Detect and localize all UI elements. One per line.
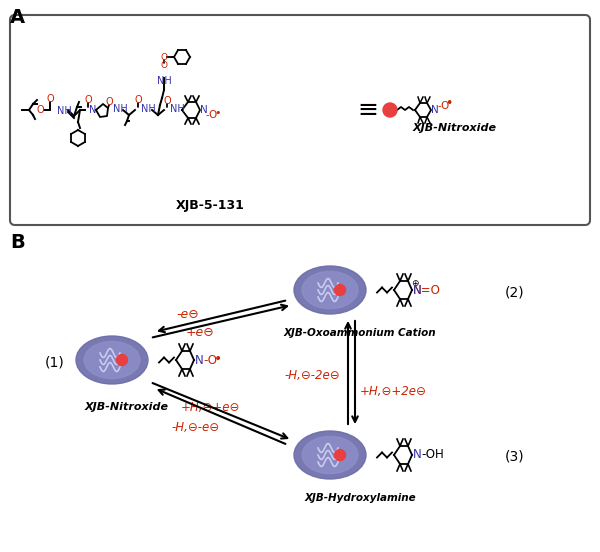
Circle shape — [335, 449, 346, 460]
Text: -e⊖: -e⊖ — [176, 307, 199, 321]
Ellipse shape — [76, 336, 148, 384]
Text: O: O — [84, 95, 92, 105]
Ellipse shape — [302, 272, 358, 309]
Text: (2): (2) — [505, 285, 524, 299]
Text: O: O — [36, 105, 44, 115]
Circle shape — [383, 103, 397, 117]
Text: ⊕: ⊕ — [411, 279, 419, 289]
Text: O: O — [161, 61, 167, 70]
Text: O: O — [46, 94, 54, 104]
Text: (1): (1) — [45, 355, 65, 369]
Text: XJB-Oxoammonium Cation: XJB-Oxoammonium Cation — [284, 328, 436, 338]
Text: +H,⊖+2e⊖: +H,⊖+2e⊖ — [360, 385, 427, 399]
Text: N=O: N=O — [413, 284, 441, 298]
FancyBboxPatch shape — [10, 15, 590, 225]
Text: -H,⊖-e⊖: -H,⊖-e⊖ — [172, 421, 220, 433]
Ellipse shape — [302, 437, 358, 474]
Text: N: N — [200, 105, 208, 115]
Text: XJB-Hydroxylamine: XJB-Hydroxylamine — [304, 493, 416, 503]
Ellipse shape — [294, 431, 366, 479]
Text: -O: -O — [437, 101, 449, 111]
Text: (3): (3) — [505, 450, 524, 464]
Text: O: O — [161, 52, 167, 61]
Text: XJB-Nitroxide: XJB-Nitroxide — [413, 123, 497, 133]
Text: N: N — [195, 353, 204, 367]
Text: NH: NH — [57, 106, 72, 116]
Text: +e⊖: +e⊖ — [185, 326, 214, 338]
Circle shape — [335, 284, 346, 295]
Text: NH: NH — [113, 104, 128, 114]
Text: ≡: ≡ — [358, 98, 379, 122]
Text: N: N — [413, 284, 422, 298]
Text: N: N — [413, 448, 422, 461]
Text: -O: -O — [206, 110, 218, 120]
Text: O: O — [105, 97, 113, 107]
Text: O: O — [134, 95, 142, 105]
Text: +H,⊖+e⊖: +H,⊖+e⊖ — [181, 401, 239, 415]
Text: NH: NH — [141, 104, 156, 114]
Text: N: N — [89, 105, 97, 115]
Text: N: N — [431, 105, 439, 115]
Text: NH: NH — [157, 76, 172, 86]
Text: O: O — [163, 96, 171, 106]
Text: XJB-5-131: XJB-5-131 — [176, 199, 244, 211]
Text: XJB-Nitroxide: XJB-Nitroxide — [85, 402, 169, 412]
Text: -O: -O — [203, 354, 217, 368]
Text: •: • — [214, 108, 221, 118]
Ellipse shape — [84, 341, 140, 379]
Text: •: • — [214, 352, 222, 366]
Text: A: A — [10, 8, 25, 27]
Text: -H,⊖-2e⊖: -H,⊖-2e⊖ — [284, 369, 340, 381]
Circle shape — [116, 354, 128, 365]
Text: •: • — [445, 98, 452, 110]
Text: B: B — [10, 233, 25, 252]
Text: NH: NH — [170, 104, 185, 114]
Ellipse shape — [294, 266, 366, 314]
Text: -OH: -OH — [421, 448, 444, 461]
